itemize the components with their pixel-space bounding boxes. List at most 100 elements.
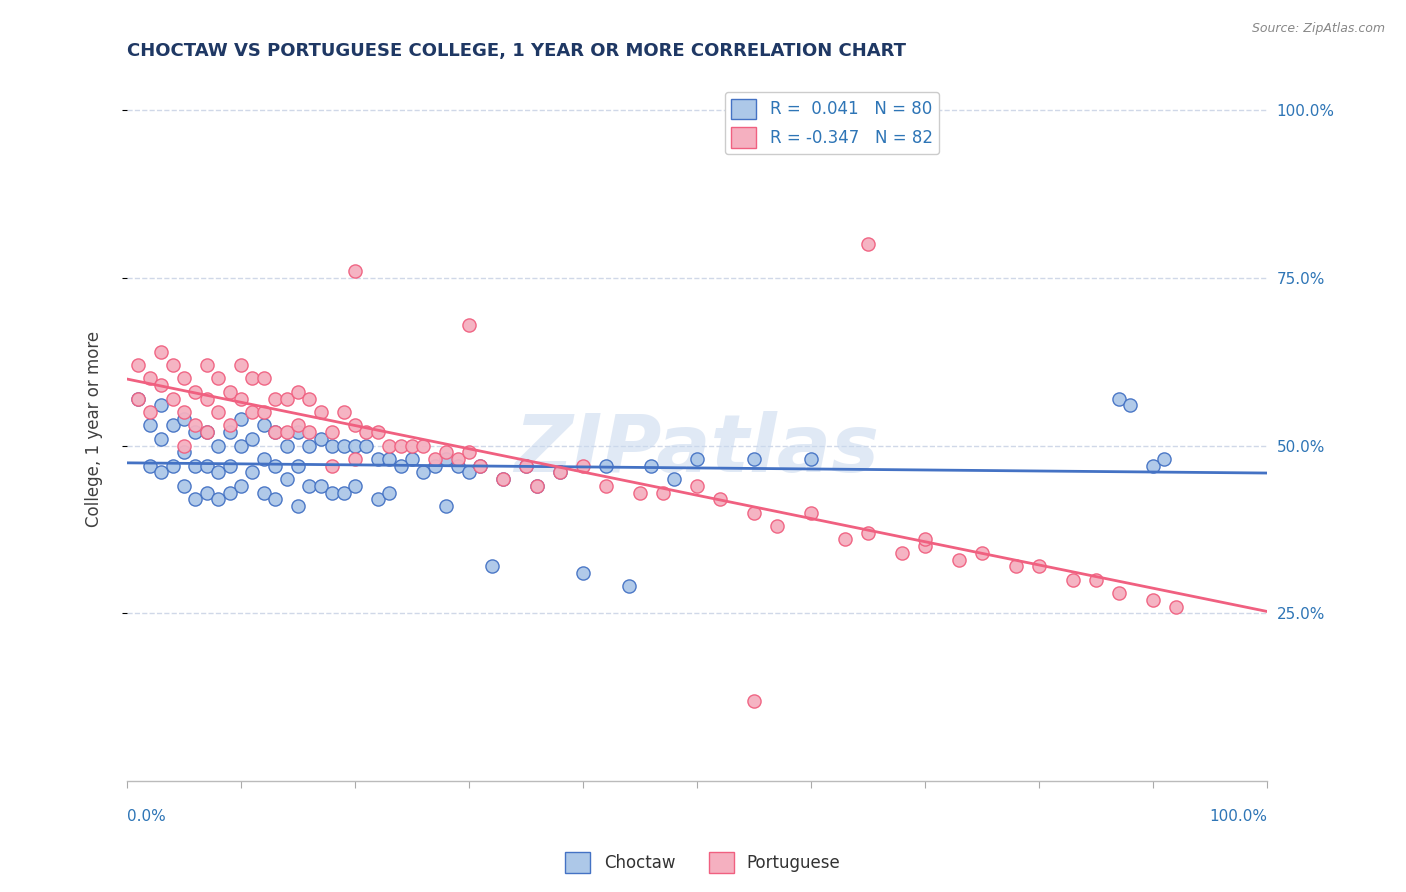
Point bbox=[343, 452, 366, 467]
Point bbox=[276, 439, 298, 453]
Point bbox=[470, 458, 492, 473]
Point bbox=[742, 693, 765, 707]
Point bbox=[1108, 586, 1130, 600]
Point bbox=[276, 425, 298, 439]
Point bbox=[1119, 398, 1142, 412]
Point bbox=[253, 452, 276, 467]
Point bbox=[162, 418, 184, 433]
Point bbox=[515, 458, 537, 473]
Point bbox=[856, 525, 879, 540]
Point bbox=[173, 445, 195, 459]
Point bbox=[276, 472, 298, 486]
Point bbox=[1028, 559, 1050, 574]
Point bbox=[173, 371, 195, 385]
Point bbox=[686, 479, 709, 493]
Point bbox=[1085, 573, 1108, 587]
Point bbox=[309, 479, 332, 493]
Legend: Choctaw, Portuguese: Choctaw, Portuguese bbox=[558, 846, 848, 880]
Point bbox=[1142, 458, 1164, 473]
Text: 0.0%: 0.0% bbox=[127, 809, 166, 824]
Point bbox=[709, 492, 731, 507]
Point bbox=[389, 439, 412, 453]
Point bbox=[240, 432, 263, 446]
Point bbox=[492, 472, 515, 486]
Point bbox=[651, 485, 673, 500]
Point bbox=[150, 344, 173, 359]
Point bbox=[150, 398, 173, 412]
Text: ZIPatlas: ZIPatlas bbox=[515, 411, 880, 489]
Point bbox=[218, 384, 240, 399]
Point bbox=[526, 479, 548, 493]
Point bbox=[150, 466, 173, 480]
Text: Source: ZipAtlas.com: Source: ZipAtlas.com bbox=[1251, 22, 1385, 36]
Point bbox=[367, 425, 389, 439]
Point bbox=[298, 439, 321, 453]
Point bbox=[127, 358, 149, 372]
Point bbox=[207, 371, 229, 385]
Point bbox=[412, 466, 434, 480]
Point bbox=[184, 425, 207, 439]
Point bbox=[617, 579, 640, 593]
Point bbox=[264, 392, 287, 406]
Point bbox=[332, 439, 354, 453]
Point bbox=[298, 425, 321, 439]
Point bbox=[572, 566, 595, 580]
Point bbox=[173, 439, 195, 453]
Point bbox=[742, 506, 765, 520]
Point bbox=[321, 425, 343, 439]
Point bbox=[173, 405, 195, 419]
Point bbox=[492, 472, 515, 486]
Point bbox=[127, 392, 149, 406]
Point bbox=[207, 492, 229, 507]
Point bbox=[572, 458, 595, 473]
Point bbox=[332, 485, 354, 500]
Point bbox=[195, 485, 218, 500]
Point bbox=[367, 452, 389, 467]
Point bbox=[343, 418, 366, 433]
Point bbox=[412, 439, 434, 453]
Point bbox=[423, 452, 446, 467]
Point bbox=[1164, 599, 1187, 614]
Point bbox=[470, 458, 492, 473]
Point bbox=[343, 479, 366, 493]
Point bbox=[240, 405, 263, 419]
Point bbox=[240, 371, 263, 385]
Point bbox=[184, 384, 207, 399]
Point bbox=[970, 546, 993, 560]
Point bbox=[481, 559, 503, 574]
Point bbox=[195, 392, 218, 406]
Point bbox=[356, 439, 378, 453]
Point bbox=[332, 405, 354, 419]
Point bbox=[127, 392, 149, 406]
Point bbox=[548, 466, 571, 480]
Point bbox=[276, 392, 298, 406]
Point bbox=[229, 392, 252, 406]
Point bbox=[229, 358, 252, 372]
Point bbox=[195, 458, 218, 473]
Point bbox=[287, 499, 309, 513]
Point bbox=[162, 458, 184, 473]
Point bbox=[401, 439, 423, 453]
Point bbox=[389, 458, 412, 473]
Point bbox=[356, 425, 378, 439]
Point bbox=[253, 371, 276, 385]
Point bbox=[401, 452, 423, 467]
Point bbox=[515, 458, 537, 473]
Point bbox=[253, 485, 276, 500]
Point bbox=[253, 418, 276, 433]
Point bbox=[458, 318, 481, 332]
Point bbox=[434, 452, 457, 467]
Point bbox=[173, 479, 195, 493]
Point bbox=[229, 411, 252, 425]
Point bbox=[662, 472, 685, 486]
Point bbox=[1005, 559, 1028, 574]
Point bbox=[150, 378, 173, 392]
Point bbox=[458, 466, 481, 480]
Y-axis label: College, 1 year or more: College, 1 year or more bbox=[86, 331, 103, 527]
Point bbox=[287, 425, 309, 439]
Point bbox=[367, 492, 389, 507]
Point bbox=[914, 533, 936, 547]
Point bbox=[162, 358, 184, 372]
Point bbox=[595, 479, 617, 493]
Point bbox=[264, 458, 287, 473]
